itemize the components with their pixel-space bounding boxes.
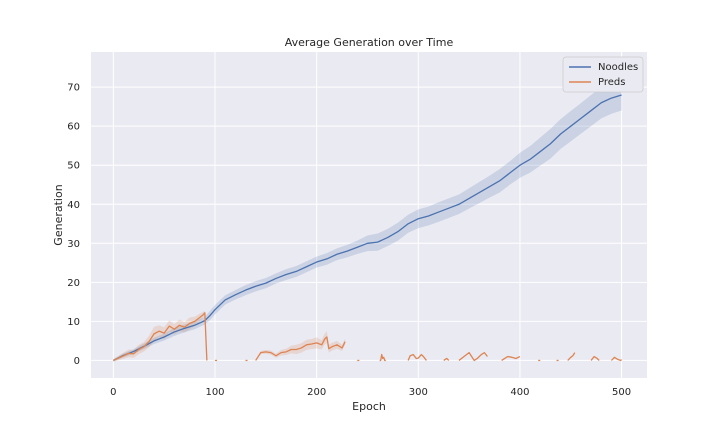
y-axis-label: Generation [52, 184, 65, 245]
series-preds-line [443, 357, 450, 361]
legend-label-preds: Preds [598, 77, 625, 88]
series-noodles-band [113, 79, 622, 362]
series-preds-line [407, 353, 427, 361]
series-preds-line [113, 312, 208, 362]
y-tick-label: 20 [67, 278, 80, 289]
x-tick-label: 400 [510, 387, 529, 398]
y-tick-label: 40 [67, 200, 80, 211]
series-preds-line [255, 336, 346, 361]
series-preds-band [113, 310, 207, 362]
x-tick-label: 0 [110, 387, 116, 398]
y-tick-label: 60 [67, 122, 80, 133]
x-tick-label: 100 [205, 387, 224, 398]
series-lines [113, 94, 622, 362]
y-tick-label: 50 [67, 161, 80, 172]
plot-background [91, 52, 647, 378]
legend-box [562, 56, 644, 93]
confidence-bands [113, 79, 622, 362]
series-preds-line [458, 351, 488, 362]
series-preds-line [379, 353, 386, 362]
y-tick-label: 70 [67, 83, 80, 94]
series-preds-line [590, 355, 600, 361]
x-tick-label: 500 [612, 387, 631, 398]
y-tick-label: 30 [67, 239, 80, 250]
x-tick-label: 200 [307, 387, 326, 398]
series-preds-line [567, 352, 576, 361]
chart-title: Average Generation over Time [285, 36, 454, 49]
y-tick-label: 10 [67, 317, 80, 328]
series-preds-line [610, 356, 622, 362]
x-tick-label: 300 [409, 387, 428, 398]
y-tick-label: 0 [74, 356, 80, 367]
series-preds-line [501, 355, 521, 361]
tick-labels: 0 100 200 300 400 500 0 10 20 30 40 50 60 70 [67, 83, 631, 398]
series-noodles-line [113, 94, 622, 362]
series-preds-band [255, 331, 346, 361]
legend: Noodles Preds [562, 56, 644, 93]
x-axis-label: Epoch [352, 400, 386, 413]
legend-label-noodles: Noodles [598, 62, 638, 73]
